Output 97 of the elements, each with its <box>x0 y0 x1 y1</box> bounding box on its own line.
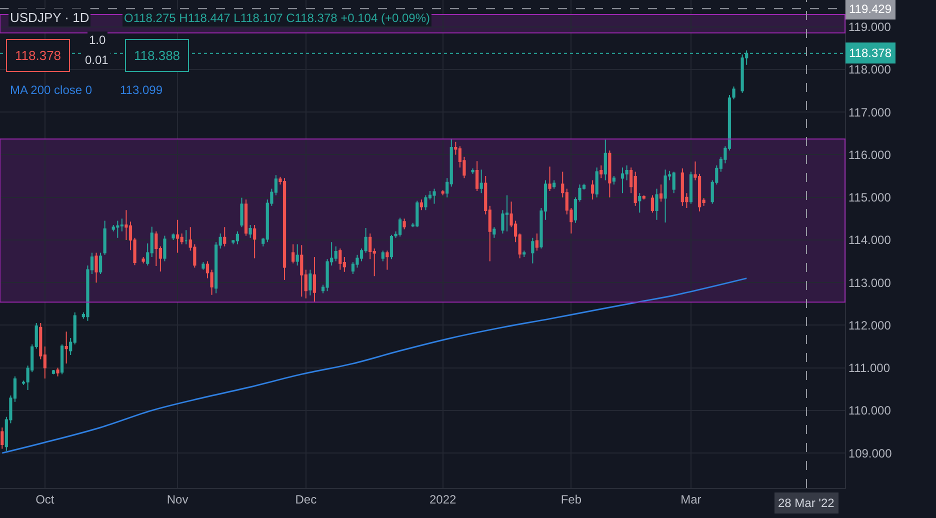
candlestick <box>312 256 316 302</box>
candlestick <box>308 269 312 296</box>
candlestick <box>142 256 145 264</box>
candlestick <box>0 426 4 450</box>
candlestick <box>416 200 419 228</box>
candlestick <box>172 233 175 240</box>
candlestick <box>591 180 594 200</box>
y-tick-label: 112.000 <box>848 318 892 332</box>
candlestick <box>248 224 252 238</box>
y-tick-label: 109.000 <box>848 446 892 460</box>
candlestick <box>650 194 654 214</box>
annotation: O118.275 H118.447 L118.107 C118.378 +0.104 (+0.09%) <box>124 11 430 25</box>
x-tick-label: Dec <box>295 492 317 506</box>
candlestick <box>740 54 744 94</box>
candlestick <box>552 180 556 190</box>
text: MA 200 close 0 <box>10 83 92 97</box>
candlestick <box>604 139 607 181</box>
candlestick <box>334 246 338 262</box>
candlestick <box>642 194 646 200</box>
candlestick <box>492 226 496 238</box>
candlestick <box>223 226 226 247</box>
candlestick <box>292 244 295 264</box>
candlestick <box>505 194 509 232</box>
candlestick <box>296 244 299 266</box>
candlestick <box>300 244 304 298</box>
candlestick <box>480 169 483 194</box>
y-tick-label: 110.000 <box>848 404 892 418</box>
x-tick-label: Nov <box>166 492 188 506</box>
candlestick <box>548 166 552 192</box>
y-tick-label: 117.000 <box>848 105 892 120</box>
candlestick <box>620 167 624 194</box>
candlestick <box>432 188 436 204</box>
ref-line-label: 118.378 <box>849 46 892 60</box>
candlestick <box>600 164 603 179</box>
candlestick <box>420 198 423 211</box>
candlestick <box>244 198 248 236</box>
candlestick <box>398 217 402 238</box>
candlestick <box>672 171 676 194</box>
candlestick <box>202 262 205 270</box>
y-tick-label: 116.000 <box>848 148 892 162</box>
candlestick <box>471 168 474 174</box>
candlestick <box>531 237 534 264</box>
candlestick <box>282 178 286 281</box>
annotation: 118.378 <box>15 48 62 63</box>
candlestick <box>253 224 256 259</box>
candlestick <box>732 86 736 100</box>
candlestick <box>116 220 120 238</box>
x-tick-label: 2022 <box>429 492 456 506</box>
y-tick-label: 111.000 <box>848 361 890 376</box>
candlestick <box>52 369 56 375</box>
candlestick <box>441 190 444 196</box>
y-tick-label: 119.000 <box>848 20 892 34</box>
ref-line-label: 119.429 <box>849 2 892 16</box>
y-tick-label: 113.000 <box>848 276 892 290</box>
x-tick-label: Mar <box>680 492 702 506</box>
candlestick <box>655 188 658 220</box>
annotation: 1.0 <box>89 33 106 47</box>
candlestick <box>56 367 60 377</box>
candlestick <box>386 250 389 270</box>
candlestick <box>634 171 637 206</box>
candlestick <box>60 344 64 375</box>
candlestick <box>659 184 663 202</box>
x-tick-label: Feb <box>560 492 582 506</box>
y-tick-label: 118.000 <box>848 62 892 77</box>
candlestick <box>680 168 684 206</box>
x-tick-label: Oct <box>36 492 55 506</box>
candlestick <box>94 252 98 284</box>
line-series <box>1 278 748 454</box>
candlestick <box>476 160 479 192</box>
text: USDJPY · 1D <box>10 10 90 25</box>
annotation: 0.01 <box>85 53 109 67</box>
candlestick <box>612 176 616 186</box>
candlestick <box>381 250 384 262</box>
candlestick <box>64 331 68 364</box>
candlestick <box>99 252 102 275</box>
candlestick <box>236 230 239 245</box>
candlestick <box>424 194 428 211</box>
candlestick <box>595 167 598 198</box>
candlestick <box>390 234 394 260</box>
y-tick-label: 115.000 <box>848 190 892 205</box>
candlestick <box>103 220 106 256</box>
candlestick <box>240 197 244 228</box>
annotation: 118.388 <box>134 48 180 63</box>
candlestick <box>608 150 612 198</box>
candlestick <box>689 171 693 204</box>
annotation: 113.099 <box>120 83 163 97</box>
candlestick <box>163 235 166 262</box>
candlestick <box>176 219 180 254</box>
candlestick <box>535 233 538 252</box>
ref-line-label: 28 Mar '22 <box>778 496 835 510</box>
candlestick <box>338 248 342 270</box>
candlestick <box>664 169 667 223</box>
candlestick <box>402 218 406 230</box>
candlestick <box>522 250 526 258</box>
candlestick <box>184 230 188 245</box>
y-tick-label: 114.000 <box>848 233 892 248</box>
candlestick <box>638 192 642 214</box>
